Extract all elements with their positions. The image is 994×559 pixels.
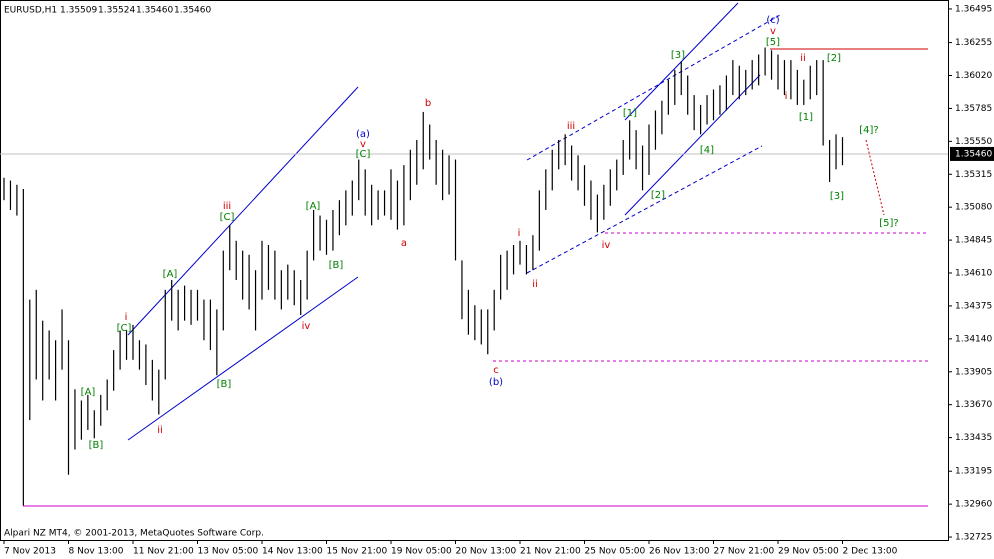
y-tick-label: 1.36255: [955, 38, 992, 48]
x-tick-label: 26 Nov 13:00: [649, 547, 710, 557]
x-tick-label: 7 Nov 2013: [4, 547, 56, 557]
wave-label: [A]: [81, 387, 96, 398]
wave-label: [5]: [766, 37, 780, 48]
wave-label: [B]: [217, 379, 232, 390]
wave-label: [C]: [117, 323, 132, 334]
plot-frame: [0, 0, 949, 541]
wave-label: [A]: [306, 201, 321, 212]
y-tick-label: 1.35785: [955, 104, 992, 114]
wave-label: [3]: [671, 50, 685, 61]
current-price-box: [950, 146, 994, 161]
x-tick-label: 21 Nov 21:00: [520, 547, 581, 557]
wave-label: ii: [800, 53, 806, 64]
wave-label: [4]: [700, 145, 714, 156]
y-tick-label: 1.34610: [955, 269, 992, 279]
y-tick-label: 1.33195: [955, 467, 992, 477]
y-tick-label: 1.34375: [955, 301, 992, 311]
wave-label: b: [425, 98, 431, 109]
y-tick-label: 1.32960: [955, 500, 992, 510]
wave-label: (a): [356, 129, 370, 140]
wave-label: [1]: [623, 108, 637, 119]
x-tick-label: 25 Nov 05:00: [585, 547, 646, 557]
channel-line: [624, 74, 761, 216]
x-tick-label: 19 Nov 05:00: [391, 547, 452, 557]
x-tick-label: 20 Nov 13:00: [456, 547, 517, 557]
y-tick-label: 1.36020: [955, 71, 992, 81]
projection-line: [865, 139, 885, 216]
wave-label: [B]: [329, 260, 344, 271]
channel-line: [526, 145, 763, 274]
y-tick-label: 1.32725: [955, 533, 992, 543]
wave-label: i: [785, 91, 788, 102]
x-tick-label: 8 Nov 13:00: [69, 547, 124, 557]
x-tick-label: 29 Nov 05:00: [778, 547, 839, 557]
wave-label: [4]?: [859, 125, 878, 136]
wave-label: c: [493, 365, 499, 376]
wave-label: ii: [532, 279, 538, 290]
wave-label: iii: [223, 201, 231, 212]
x-tick-label: 11 Nov 21:00: [133, 547, 194, 557]
footer: Alpari NZ MT4, © 2001-2013, MetaQuotes S…: [4, 529, 264, 539]
y-tick-label: 1.33905: [955, 367, 992, 377]
wave-label: v: [360, 139, 366, 150]
header-symbol: EURUSD,H1: [4, 6, 57, 16]
x-tick-label: 13 Nov 05:00: [198, 547, 259, 557]
y-tick-label: 1.34845: [955, 236, 992, 246]
wave-label: a: [401, 238, 407, 249]
header-price: 1.35524: [98, 6, 135, 16]
wave-label: ii: [157, 425, 163, 436]
y-tick-label: 1.34140: [955, 334, 992, 344]
wave-label: [C]: [220, 212, 235, 223]
y-tick-label: 1.35550: [955, 137, 992, 147]
wave-label: [2]: [827, 53, 841, 64]
wave-label: [1]: [799, 112, 813, 123]
x-tick-label: 27 Nov 21:00: [714, 547, 775, 557]
y-tick-label: 1.33670: [955, 400, 992, 410]
wave-label: iii: [567, 121, 575, 132]
header-price: 1.35509: [60, 6, 97, 16]
header-price: 1.35460: [174, 6, 211, 16]
x-tick-label: 2 Dec 13:00: [843, 547, 898, 557]
y-tick-label: 1.33435: [955, 433, 992, 443]
wave-label: [2]: [651, 190, 665, 201]
header-price: 1.35460: [136, 6, 173, 16]
wave-label: [5]?: [879, 218, 898, 229]
wave-label: (b): [489, 377, 503, 388]
y-tick-label: 1.36495: [955, 4, 992, 14]
wave-label: [B]: [89, 440, 104, 451]
wave-label: v: [770, 26, 776, 37]
y-tick-label: 1.35080: [955, 203, 992, 213]
x-tick-label: 15 Nov 21:00: [327, 547, 388, 557]
wave-label: iv: [302, 321, 311, 332]
current-price-label: 1.35460: [955, 149, 992, 159]
channel-line: [127, 276, 359, 441]
wave-label: [C]: [356, 149, 371, 160]
wave-label: (c): [766, 15, 779, 26]
wave-label: [A]: [163, 269, 178, 280]
x-tick-label: 14 Nov 13:00: [262, 547, 323, 557]
channel-line: [127, 86, 359, 336]
wave-label: i: [518, 228, 521, 239]
wave-label: i: [125, 312, 128, 323]
wave-label: [3]: [830, 191, 844, 202]
y-tick-label: 1.35315: [955, 170, 992, 180]
wave-label: iv: [602, 240, 611, 251]
